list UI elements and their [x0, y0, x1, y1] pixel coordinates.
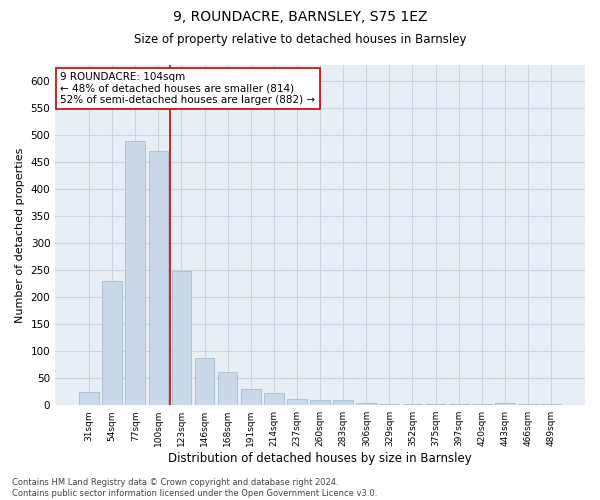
Bar: [172, 272, 191, 405]
Text: 9 ROUNDACRE: 104sqm
← 48% of detached houses are smaller (814)
52% of semi-detac: 9 ROUNDACRE: 104sqm ← 48% of detached ho…: [61, 72, 316, 105]
Bar: [334, 400, 353, 405]
Bar: [103, 281, 122, 405]
X-axis label: Distribution of detached houses by size in Barnsley: Distribution of detached houses by size …: [168, 452, 472, 465]
Bar: [541, 404, 561, 405]
Bar: [472, 404, 491, 405]
Bar: [310, 400, 330, 405]
Bar: [426, 404, 445, 405]
Text: 9, ROUNDACRE, BARNSLEY, S75 1EZ: 9, ROUNDACRE, BARNSLEY, S75 1EZ: [173, 10, 427, 24]
Bar: [264, 394, 284, 405]
Bar: [241, 389, 260, 405]
Bar: [195, 358, 214, 405]
Bar: [403, 404, 422, 405]
Bar: [287, 398, 307, 405]
Bar: [218, 372, 238, 405]
Y-axis label: Number of detached properties: Number of detached properties: [15, 148, 25, 323]
Bar: [125, 140, 145, 405]
Bar: [518, 404, 538, 405]
Bar: [495, 402, 515, 405]
Bar: [380, 404, 399, 405]
Bar: [149, 152, 168, 405]
Bar: [449, 404, 469, 405]
Bar: [79, 392, 99, 405]
Text: Size of property relative to detached houses in Barnsley: Size of property relative to detached ho…: [134, 32, 466, 46]
Text: Contains HM Land Registry data © Crown copyright and database right 2024.
Contai: Contains HM Land Registry data © Crown c…: [12, 478, 377, 498]
Bar: [356, 402, 376, 405]
